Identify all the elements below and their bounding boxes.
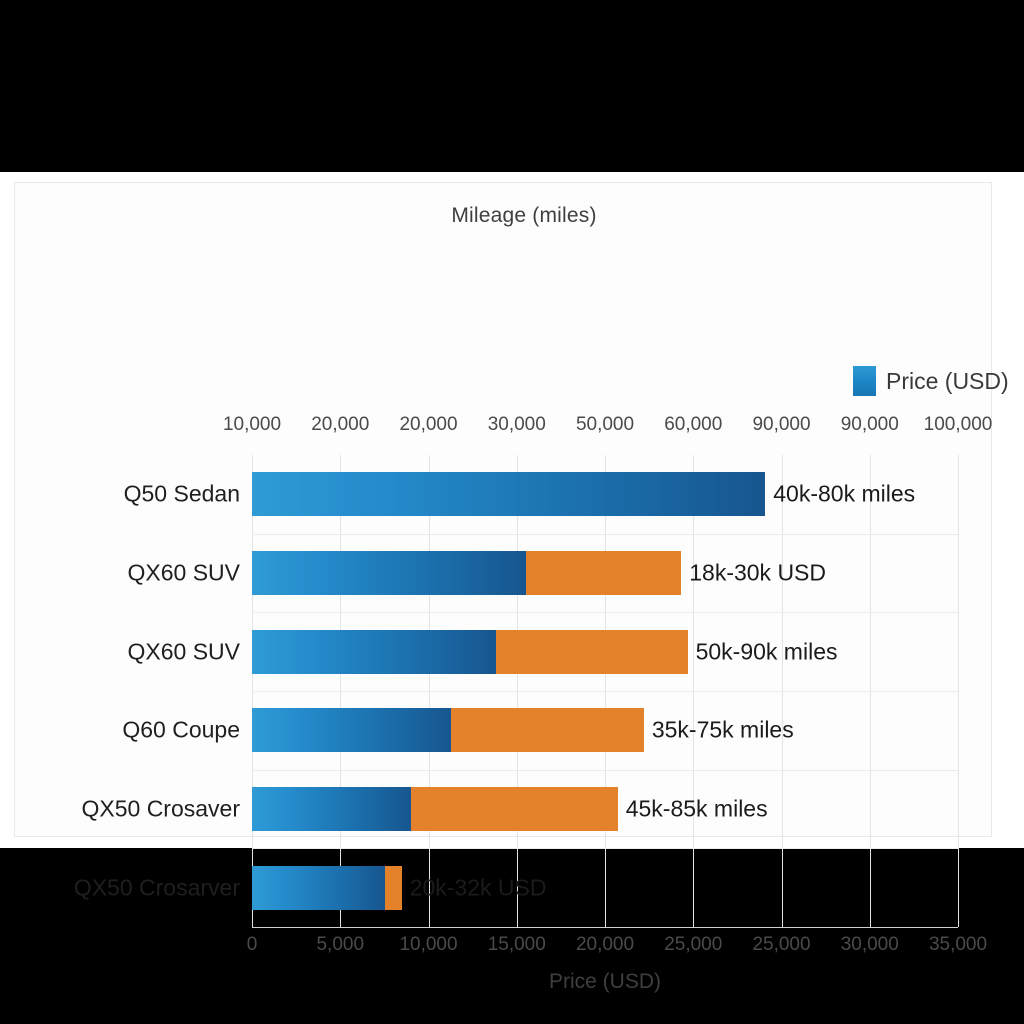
category-label: QX50 Crosaver: [81, 795, 240, 822]
bar-data-label: 18k-30k USD: [689, 559, 827, 586]
bar-data-label: 40k-80k miles: [773, 480, 916, 507]
horizontal-gridline: [252, 612, 958, 613]
top-axis-tick-label: 20,000: [311, 414, 370, 435]
category-label: Q50 Sedan: [123, 480, 240, 507]
bottom-axis-title: Price (USD): [548, 970, 661, 993]
bar-segment-mileage[interactable]: [451, 708, 644, 753]
bar-segment-price[interactable]: [252, 551, 526, 595]
bar-data-label: 45k-85k miles: [625, 795, 768, 822]
plot-area: 40k-80k miles 18k-30k USD 50k-90k miles 35k…: [252, 455, 959, 928]
legend-label-price: Price (USD): [886, 367, 1009, 394]
bottom-axis-tick-label: 10,000: [399, 934, 458, 955]
category-axis-baseline: [252, 927, 958, 928]
top-axis-title: Mileage (miles): [0, 204, 1024, 228]
bottom-axis-tick-label: 15,000: [487, 934, 546, 955]
bar-row[interactable]: 50k-90k miles: [252, 629, 958, 674]
category-label: QX60 SUV: [127, 559, 241, 586]
horizontal-gridline: [252, 848, 958, 849]
bar-row[interactable]: 40k-80k miles: [252, 472, 958, 517]
bar-segment-price[interactable]: [252, 708, 452, 753]
top-axis-tick-label: 60,000: [664, 414, 723, 435]
horizontal-gridline: [252, 691, 958, 692]
top-axis-tick-label: 30,000: [487, 414, 546, 435]
bottom-axis-tick-label: 30,000: [840, 934, 899, 955]
letterbox-top: [0, 0, 1024, 172]
bottom-axis-tick-label: 20,000: [575, 934, 635, 955]
bar-data-label: 50k-90k miles: [695, 638, 838, 665]
bottom-axis-tick-label: 5,000: [316, 934, 365, 955]
bar-segment-mileage[interactable]: [525, 551, 682, 595]
top-axis-tick-label: 90,000: [752, 414, 811, 435]
top-axis-tick-label: 90,000: [840, 414, 899, 435]
bottom-axis-ticks: 0 5,000 10,000 15,000 20,000 25,000 25,000 30,0…: [247, 934, 987, 962]
top-axis-tick-label: 100,000: [923, 414, 993, 435]
category-axis-labels: Q50 Sedan QX60 SUV QX60 SUV Q60 Coupe QX50 C…: [0, 455, 240, 927]
top-axis-title-text: Mileage (miles): [451, 204, 597, 227]
top-axis-tick-label: 20,000: [399, 414, 458, 435]
category-label: QX50 Crosarver: [73, 874, 240, 901]
top-axis-tick-label: 50,000: [575, 414, 635, 435]
bar-segment-mileage[interactable]: [384, 865, 402, 910]
bottom-axis-tick-label: 25,000: [664, 934, 723, 955]
vertical-gridline: [958, 455, 959, 927]
bar-data-label: 35k-75k miles: [651, 716, 794, 743]
category-label: Q60 Coupe: [122, 716, 240, 743]
chart-legend: Price (USD): [853, 366, 1009, 396]
bar-row[interactable]: 45k-85k miles: [252, 787, 958, 831]
horizontal-gridline: [252, 534, 958, 535]
category-label: QX60 SUV: [127, 638, 241, 665]
legend-swatch-price-icon: [853, 366, 876, 396]
bar-segment-price[interactable]: [252, 629, 496, 674]
chart-card: Mileage (miles) Price (USD) 10,000 20,000…: [0, 172, 1024, 993]
bar-data-label: 20k-32k USD: [409, 874, 547, 901]
top-axis-tick-label: 10,000: [222, 414, 282, 435]
bar-segment-price[interactable]: [252, 865, 385, 910]
horizontal-gridline: [252, 770, 958, 771]
bar-row[interactable]: 18k-30k USD: [252, 551, 958, 595]
bar-row[interactable]: 35k-75k miles: [252, 708, 958, 753]
bottom-axis-tick-label: 0: [246, 934, 258, 955]
letterbox-bottom: [0, 848, 1024, 1024]
bar-segment-price[interactable]: [252, 787, 411, 831]
bottom-axis-tick-label: 25,000: [752, 934, 811, 955]
bar-segment-price[interactable]: [252, 472, 766, 517]
bar-segment-mileage[interactable]: [410, 787, 618, 831]
top-axis-ticks: 10,000 20,000 20,000 30,000 50,000 60,000 90,0…: [223, 414, 992, 442]
bottom-axis-tick-label: 35,000: [928, 934, 988, 955]
bar-segment-mileage[interactable]: [495, 629, 688, 674]
bar-row[interactable]: 20k-32k USD: [252, 865, 958, 910]
